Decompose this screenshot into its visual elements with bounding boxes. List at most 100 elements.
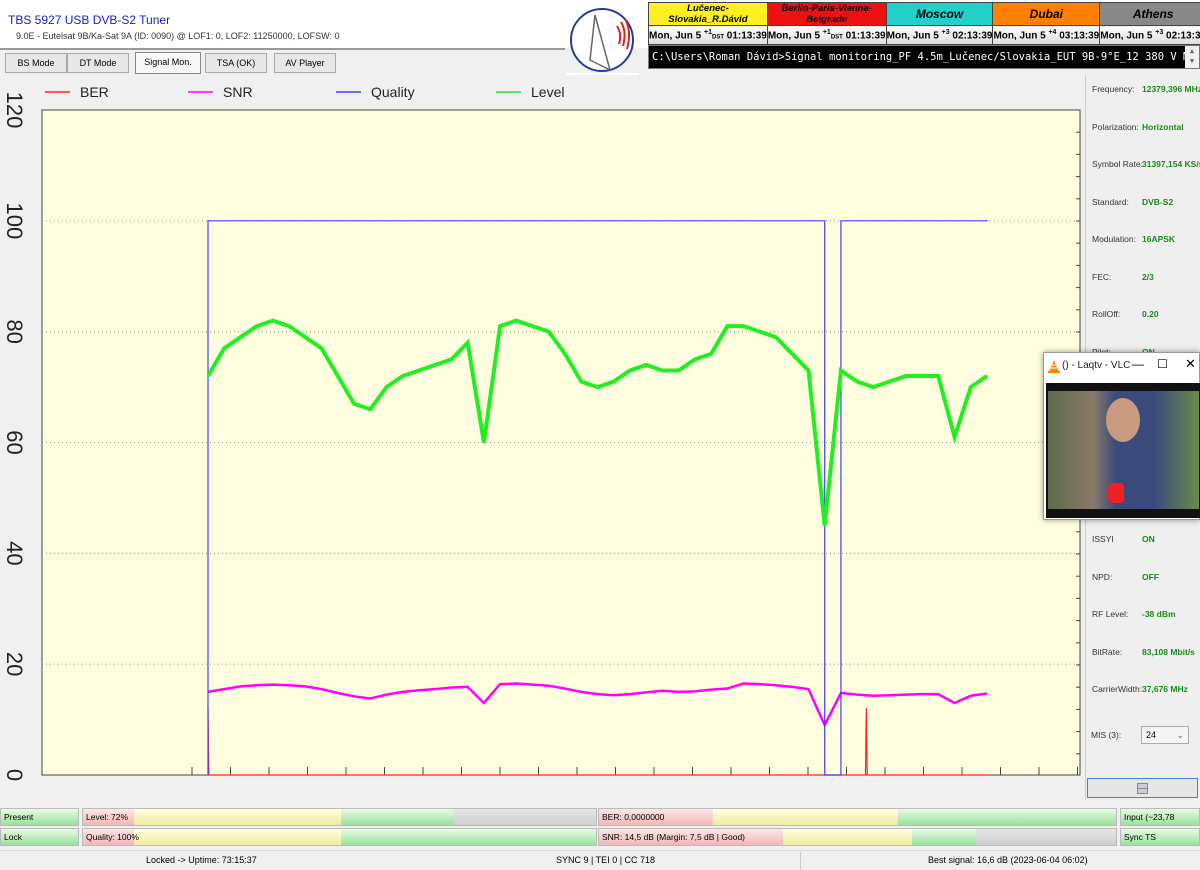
data-point xyxy=(499,220,501,222)
data-point xyxy=(272,319,274,322)
clock-value: 01:13:39 xyxy=(845,30,886,42)
maximize-button[interactable]: ☐ xyxy=(1157,357,1168,371)
data-point xyxy=(580,691,582,693)
uptime-text: Locked -> Uptime: 73:15:37 xyxy=(146,855,257,865)
y-tick-label: 120 xyxy=(2,92,27,129)
data-point xyxy=(369,697,371,700)
data-point xyxy=(207,220,209,222)
present-indicator-text: Present xyxy=(4,812,34,822)
data-point xyxy=(239,685,242,687)
param-row: Frequency: 12379,396 MHz xyxy=(1092,84,1200,94)
param-row: ISSYI ON xyxy=(1092,534,1155,544)
data-point xyxy=(467,342,469,344)
data-point xyxy=(483,220,485,222)
data-point xyxy=(467,220,469,222)
tab-av-player[interactable]: AV Player xyxy=(274,53,336,73)
data-point xyxy=(450,686,453,689)
close-button[interactable]: ✕ xyxy=(1185,356,1196,371)
vlc-title: () - Laqtv - VLC xyxy=(1062,360,1131,371)
data-point xyxy=(953,702,956,704)
data-point xyxy=(515,220,517,222)
data-point xyxy=(921,220,923,222)
tab-tsa-ok[interactable]: TSA (OK) xyxy=(205,53,267,73)
param-label: Standard: xyxy=(1092,196,1129,207)
data-point xyxy=(613,380,615,383)
legend-label: Level xyxy=(531,84,564,100)
clock-date: Mon, Jun 5 xyxy=(1100,30,1153,42)
panel-toggle-button[interactable] xyxy=(1087,778,1198,798)
param-row: RF Level: -38 dBm xyxy=(1092,609,1176,619)
mis-label: MIS (3): xyxy=(1091,730,1122,740)
param-label: Pilot: xyxy=(1092,347,1111,357)
data-point xyxy=(937,375,939,377)
clock-date: Mon, Jun 5 xyxy=(993,30,1046,42)
data-point xyxy=(385,694,388,696)
clock-offset: +3 xyxy=(941,28,950,36)
param-label: Symbol Rate: xyxy=(1092,159,1144,169)
param-value: 0.20 xyxy=(1142,309,1159,319)
vlc-window[interactable]: () - Laqtv - VLC — ☐ ✕ xyxy=(1043,352,1200,520)
data-point xyxy=(937,693,939,695)
data-point xyxy=(531,220,534,222)
data-point xyxy=(970,695,972,697)
command-line: C:\Users\Roman Dávid>Signal monitoring_P… xyxy=(648,45,1200,69)
clock-time: Mon, Jun 5 +3 02:13:39 xyxy=(885,25,994,45)
status-bar: Locked -> Uptime: 73:15:37 SYNC 9 | TEI … xyxy=(0,850,1200,870)
mis-value: 24 xyxy=(1146,730,1157,740)
data-point xyxy=(288,684,290,686)
data-point xyxy=(450,358,453,360)
y-tick-label: 100 xyxy=(2,202,27,239)
clock-city: Lučenec-Slovakia_R.Dávid xyxy=(648,2,768,26)
data-point xyxy=(726,220,728,222)
param-row: BitRate: 83,108 Mbit/s xyxy=(1092,647,1195,657)
data-point xyxy=(450,220,453,222)
data-point xyxy=(369,408,371,410)
quality-bar: Quality: 100% xyxy=(82,828,597,846)
clock-time: Mon, Jun 5 +3 02:13:39 xyxy=(1099,25,1200,45)
data-point xyxy=(256,325,258,327)
data-point xyxy=(418,220,420,222)
minimize-button[interactable]: — xyxy=(1132,357,1144,371)
data-point xyxy=(418,689,420,691)
data-point xyxy=(710,353,712,355)
data-point xyxy=(207,375,209,377)
data-point xyxy=(889,220,891,222)
y-tick-label: 80 xyxy=(2,319,27,343)
param-label: Polarization: xyxy=(1092,121,1139,132)
data-point xyxy=(791,220,793,222)
data-point xyxy=(499,325,501,327)
data-point xyxy=(564,353,566,355)
data-point xyxy=(515,319,517,322)
ber-bar: BER: 0,0000000 xyxy=(598,808,1117,826)
clock-city: Dubai xyxy=(992,2,1101,26)
data-point xyxy=(239,220,242,222)
data-point xyxy=(953,436,956,438)
world-clocks: Lučenec-Slovakia_R.Dávid Berlin-Paris-Vie… xyxy=(648,2,1200,45)
data-point xyxy=(288,220,290,222)
level-bar-text: Level: 72% xyxy=(86,812,129,822)
data-point xyxy=(872,695,874,697)
mis-select[interactable]: 24 ⌄ xyxy=(1141,726,1189,744)
data-point xyxy=(223,220,225,222)
data-point xyxy=(921,693,923,695)
tab-dt-mode[interactable]: DT Mode xyxy=(67,53,129,73)
param-row: Symbol Rate: 31397,154 KS/s xyxy=(1092,159,1200,169)
data-point xyxy=(694,358,696,360)
data-point xyxy=(678,691,680,693)
param-row: Standard: DVB-S2 xyxy=(1092,196,1173,207)
input-indicator: Input (~23,78 Mbps) xyxy=(1120,808,1200,826)
clock-time: Mon, Jun 5 +1DST 01:13:39 xyxy=(766,25,887,45)
data-point xyxy=(694,220,696,222)
data-point xyxy=(256,220,258,222)
video-frame xyxy=(1046,383,1200,518)
param-label: NPD: xyxy=(1092,571,1113,582)
tab-signal-mon[interactable]: Signal Mon. xyxy=(135,52,201,74)
data-point xyxy=(304,336,306,338)
data-point xyxy=(531,684,534,686)
tab-bs-mode[interactable]: BS Mode xyxy=(5,53,67,73)
clock-value: 01:13:39 xyxy=(726,30,767,42)
data-point xyxy=(402,375,404,377)
data-point xyxy=(678,220,680,222)
scrollbar[interactable]: ▲ ▼ xyxy=(1185,46,1199,68)
data-point xyxy=(678,369,680,372)
